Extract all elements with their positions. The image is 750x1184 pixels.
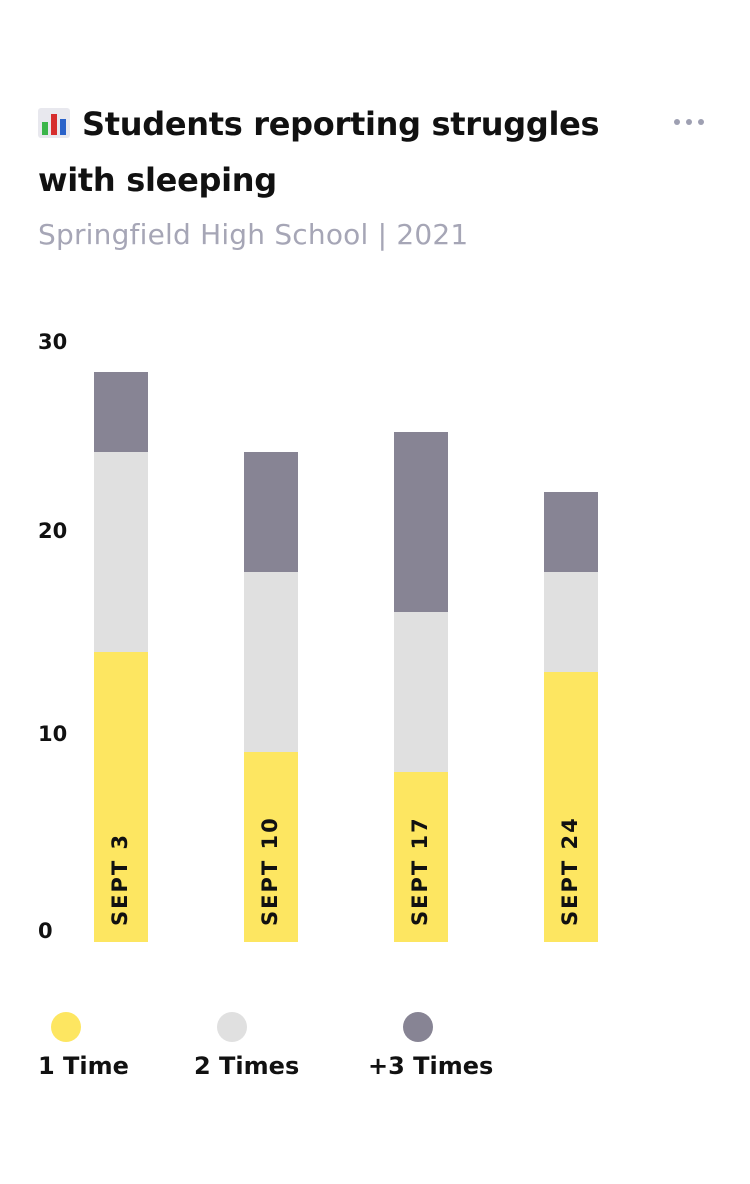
more-dot bbox=[686, 119, 692, 125]
bar-segment bbox=[244, 452, 298, 572]
bar-segment bbox=[244, 572, 298, 752]
legend-item[interactable]: 1 Time bbox=[38, 1012, 129, 1080]
legend-label: 1 Time bbox=[38, 1052, 129, 1080]
x-category-label: SEPT 3 bbox=[108, 833, 132, 926]
bar-stack[interactable]: SEPT 10 bbox=[244, 452, 298, 942]
y-tick-label: 10 bbox=[38, 722, 67, 746]
legend-swatch-icon bbox=[403, 1012, 433, 1042]
more-options-button[interactable] bbox=[674, 114, 704, 130]
bar-stack[interactable]: SEPT 3 bbox=[94, 372, 148, 942]
legend-label: +3 Times bbox=[368, 1052, 494, 1080]
y-tick-label: 0 bbox=[38, 919, 53, 943]
more-horizontal-icon bbox=[674, 119, 680, 125]
x-category-label: SEPT 17 bbox=[408, 816, 432, 926]
bar-segment bbox=[544, 572, 598, 672]
legend-swatch-icon bbox=[51, 1012, 81, 1042]
bar-segment bbox=[394, 432, 448, 612]
bar-segment bbox=[544, 492, 598, 572]
bar-stack[interactable]: SEPT 24 bbox=[544, 492, 598, 942]
legend-item[interactable]: 2 Times bbox=[194, 1012, 299, 1080]
bar-segment bbox=[94, 652, 148, 942]
bar-segment bbox=[244, 752, 298, 942]
legend-label: 2 Times bbox=[194, 1052, 300, 1080]
legend-item[interactable]: +3 Times bbox=[368, 1012, 493, 1080]
bar-segment bbox=[544, 672, 598, 942]
bar-stack[interactable]: SEPT 17 bbox=[394, 432, 448, 942]
bar-segment bbox=[94, 452, 148, 652]
x-category-label: SEPT 24 bbox=[558, 816, 582, 926]
chart-title: Students reporting struggles with sleepi… bbox=[38, 96, 628, 208]
chart-subtitle: Springfield High School | 2021 bbox=[38, 218, 469, 251]
bar-segment bbox=[94, 372, 148, 452]
stacked-bar-chart: 0 10 20 30 SEPT 3 SEPT 10 SEPT 17 SEPT 24 bbox=[38, 330, 598, 943]
y-tick-label: 20 bbox=[38, 519, 67, 543]
more-dot bbox=[698, 119, 704, 125]
chart-title-text: Students reporting struggles with sleepi… bbox=[38, 105, 600, 199]
x-category-label: SEPT 10 bbox=[258, 816, 282, 926]
legend-swatch-icon bbox=[217, 1012, 247, 1042]
chart-legend: 1 Time 2 Times +3 Times bbox=[0, 1012, 750, 1102]
bar-chart-emoji-icon bbox=[38, 108, 70, 138]
bar-segment bbox=[394, 772, 448, 942]
y-tick-label: 30 bbox=[38, 330, 67, 354]
bar-segment bbox=[394, 612, 448, 772]
